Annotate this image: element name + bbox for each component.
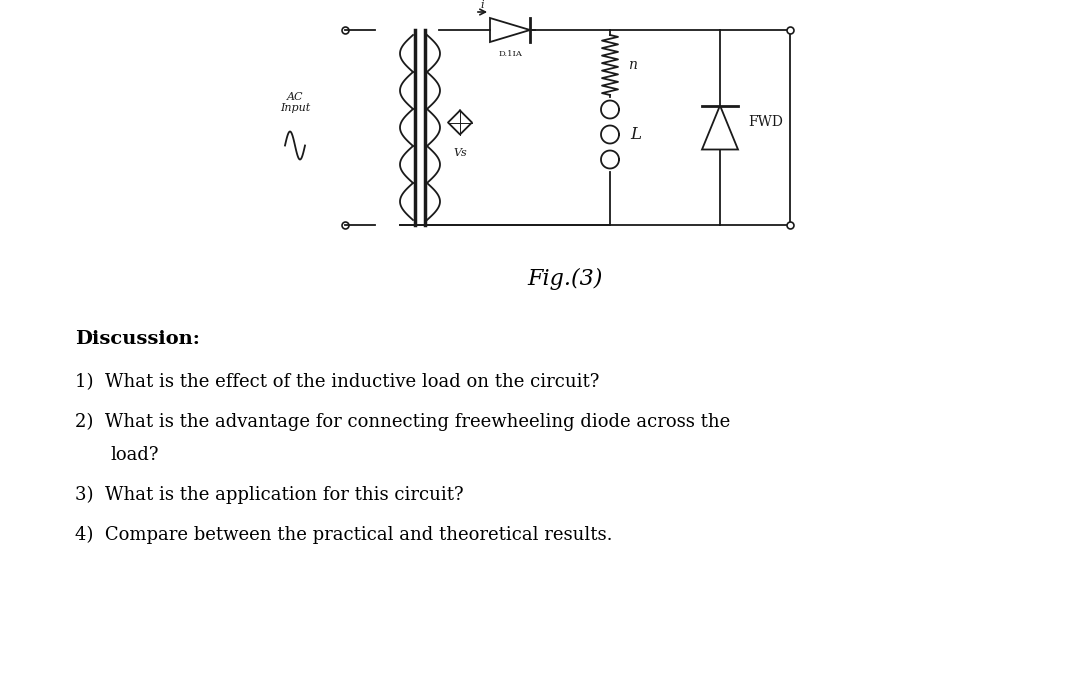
Text: n: n bbox=[628, 58, 637, 72]
Text: L: L bbox=[630, 126, 641, 143]
Text: 1)  What is the effect of the inductive load on the circuit?: 1) What is the effect of the inductive l… bbox=[75, 373, 600, 391]
Text: FWD: FWD bbox=[748, 115, 783, 129]
Text: Fig.(3): Fig.(3) bbox=[527, 268, 603, 290]
Text: Discussion:: Discussion: bbox=[75, 330, 200, 348]
Text: i: i bbox=[481, 0, 484, 10]
Text: 2)  What is the advantage for connecting freewheeling diode across the: 2) What is the advantage for connecting … bbox=[75, 413, 731, 431]
Text: D.1IA: D.1IA bbox=[498, 50, 521, 58]
Text: AC
Input: AC Input bbox=[280, 92, 310, 113]
Text: load?: load? bbox=[111, 446, 159, 464]
Text: 4)  Compare between the practical and theoretical results.: 4) Compare between the practical and the… bbox=[75, 526, 613, 544]
Text: Vs: Vs bbox=[453, 148, 467, 157]
Text: 3)  What is the application for this circuit?: 3) What is the application for this circ… bbox=[75, 486, 464, 504]
